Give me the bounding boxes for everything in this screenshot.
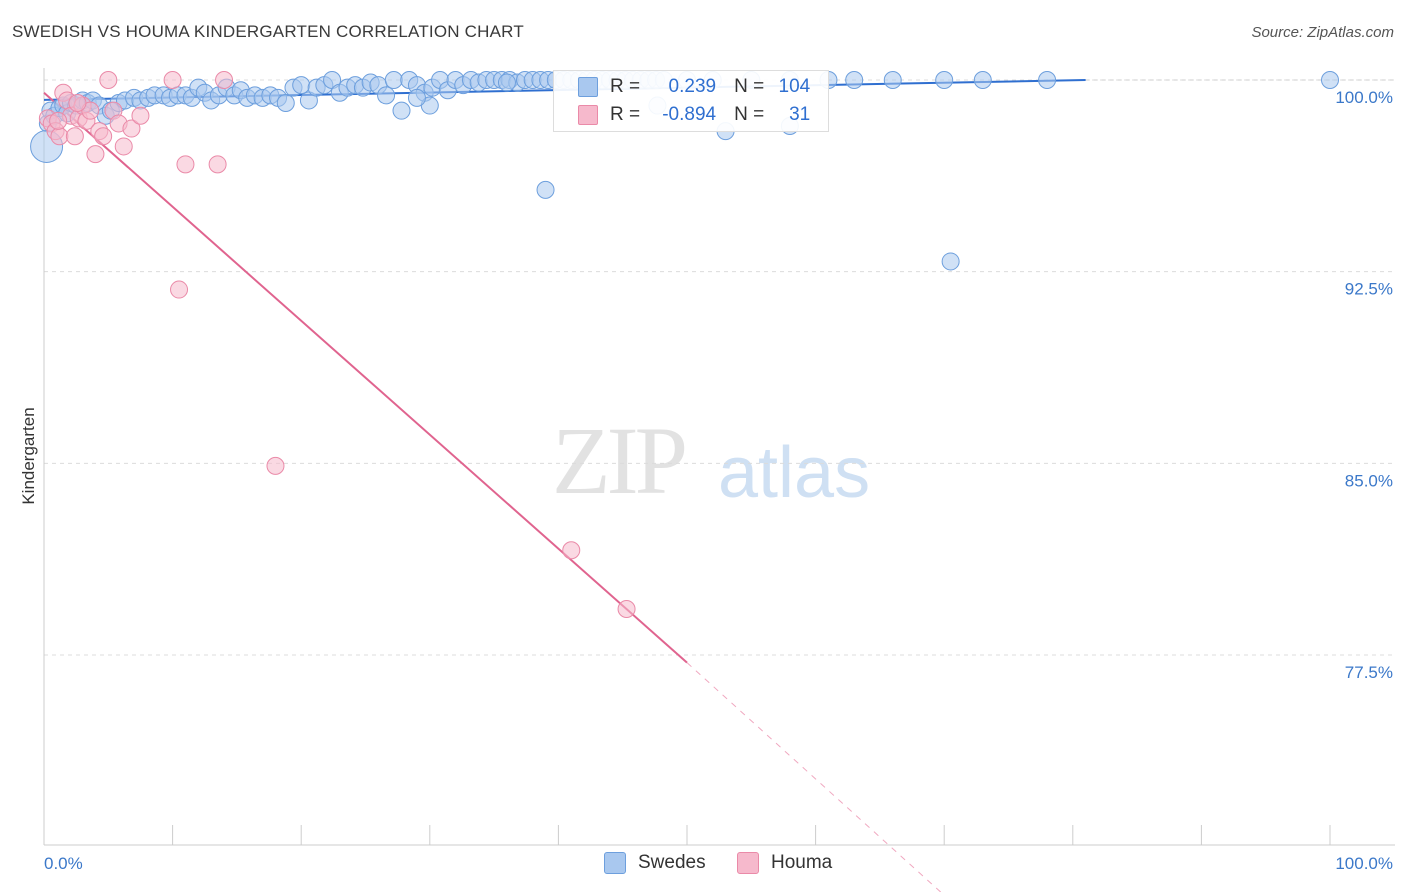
houma-point	[170, 280, 189, 299]
n-value: 104	[778, 76, 811, 97]
swedes-point	[941, 252, 960, 271]
legend-row-houma: R = -0.894 N = 31	[554, 101, 810, 129]
r-label: R =	[610, 104, 641, 125]
swedes-point	[1038, 71, 1057, 89]
swedes-point	[292, 76, 311, 95]
houma-trend-line	[43, 92, 688, 664]
houma-point	[49, 111, 68, 130]
swedes-swatch	[578, 77, 598, 97]
houma-point	[562, 541, 581, 560]
swedes-point	[973, 71, 992, 89]
y-tick-label: 77.5%	[1345, 663, 1393, 682]
chart-title: SWEDISH VS HOUMA KINDERGARTEN CORRELATIO…	[12, 22, 524, 41]
trend-lines	[43, 79, 1395, 892]
houma-point	[86, 145, 105, 164]
watermark-atlas: atlas	[718, 433, 871, 513]
y-tick-label: 85.0%	[1345, 471, 1393, 490]
swedes-point	[377, 86, 396, 105]
r-value: 0.239	[663, 76, 717, 97]
tick-labels: 100.0% 92.5% 85.0% 77.5% 0.0% 100.0% Kindergar…	[19, 88, 1393, 873]
houma-point	[65, 127, 84, 146]
swedes-point	[883, 71, 902, 89]
swedes-legend-swatch	[604, 852, 626, 874]
houma-point	[50, 127, 69, 146]
houma-point	[99, 71, 118, 89]
houma-point	[176, 155, 195, 174]
n-value: 31	[783, 104, 811, 125]
y-tick-label: 92.5%	[1345, 280, 1393, 299]
houma-point	[163, 71, 182, 89]
source-label: Source: ZipAtlas.com	[1251, 24, 1394, 41]
swedes-point	[392, 101, 411, 120]
r-value: -0.894	[662, 104, 717, 125]
swedes-point	[407, 88, 426, 107]
swedes-point	[935, 71, 954, 89]
houma-trend-extension	[686, 662, 942, 892]
axes	[43, 68, 1395, 846]
houma-point	[122, 119, 141, 138]
data-points	[30, 71, 1339, 618]
swedes-point	[497, 73, 516, 92]
swedes-point	[384, 71, 403, 89]
bottom-legend-swedes: Swedes	[604, 852, 706, 874]
houma-point	[617, 600, 636, 618]
houma-swatch	[578, 105, 598, 125]
swedes-point	[536, 180, 555, 199]
houma-point	[131, 106, 150, 125]
bottom-legend-houma: Houma	[737, 852, 832, 874]
legend-row-swedes: R = 0.239 N = 104	[554, 73, 810, 101]
r-label: R =	[610, 76, 641, 97]
x-tick-label: 100.0%	[1335, 854, 1393, 873]
houma-point	[266, 456, 285, 475]
swedes-point	[1321, 71, 1339, 89]
houma-point	[114, 137, 133, 156]
houma-point	[94, 127, 113, 146]
swedes-point	[276, 94, 295, 112]
y-tick-label: 100.0%	[1335, 88, 1393, 107]
houma-point	[208, 155, 227, 174]
n-label: N =	[734, 104, 765, 125]
houma-legend-label: Houma	[771, 852, 833, 873]
watermark-zip: ZIP	[552, 407, 688, 514]
swedes-point	[845, 71, 864, 89]
houma-point	[215, 71, 234, 89]
correlation-legend: R = 0.239 N = 104 R = -0.894 N = 31	[553, 70, 829, 132]
n-label: N =	[734, 76, 765, 97]
x-tick-label: 0.0%	[44, 854, 83, 873]
houma-point	[68, 94, 87, 112]
houma-legend-swatch	[737, 852, 759, 874]
swedes-legend-label: Swedes	[638, 852, 706, 873]
gridlines	[44, 79, 1395, 656]
y-axis-title: Kindergarten	[19, 407, 38, 504]
